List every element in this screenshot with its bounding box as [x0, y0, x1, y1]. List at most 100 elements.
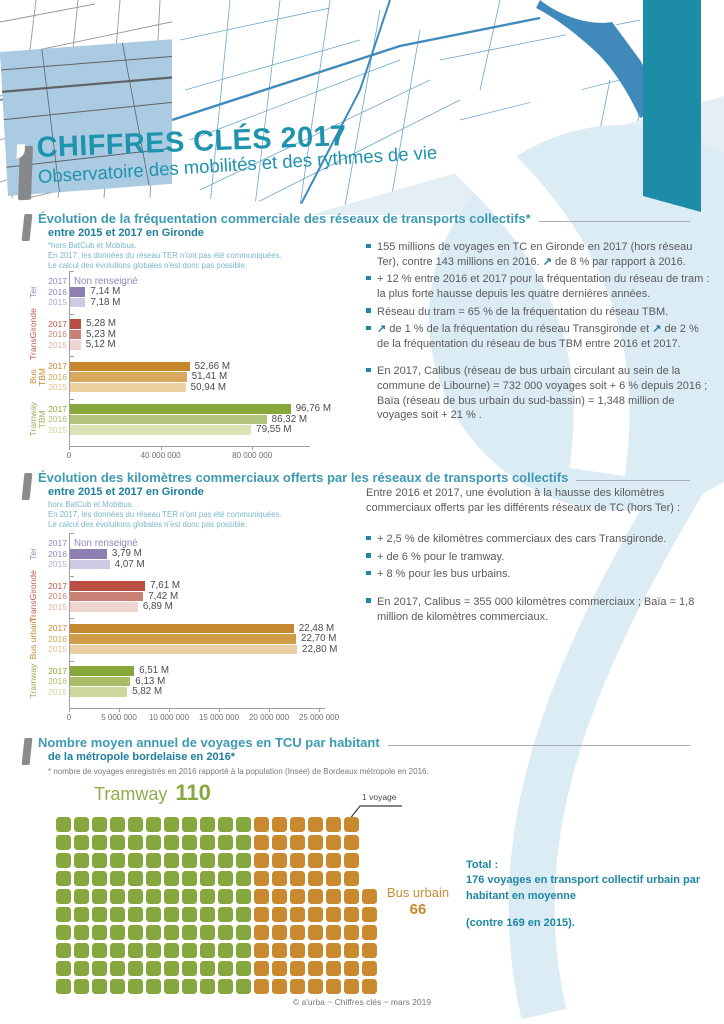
section-2-subheading: entre 2015 et 2017 en Gironde — [48, 486, 204, 498]
bullet-item: En 2017, Calibus = 355 000 kilomètres co… — [366, 595, 718, 624]
year-label: 2015 — [48, 686, 67, 697]
waffle-square-bus — [308, 925, 323, 940]
bar-row: 2015 50,94 M — [46, 382, 368, 393]
waffle-chart — [56, 817, 377, 997]
year-label: 2016 — [48, 591, 67, 602]
waffle-square-bus — [272, 979, 287, 994]
year-label: 2016 — [48, 548, 67, 559]
waffle-square-bus — [326, 925, 341, 940]
waffle-square-bus — [290, 961, 305, 976]
group-label: Ter — [28, 285, 38, 298]
one-voyage-annotation: 1 voyage — [362, 792, 397, 802]
axis-tick — [69, 660, 74, 662]
value-label: 5,28 M — [86, 318, 117, 330]
bar-rows: 2017 6,51 M 2016 6,13 M 2015 5,82 M — [46, 665, 368, 697]
waffle-square-bus — [308, 943, 323, 958]
waffle-square-tramway — [218, 853, 233, 868]
waffle-square-tramway — [218, 907, 233, 922]
section-1-footnotes: *hors BatCub et Mobibus. En 2017, les do… — [48, 241, 692, 271]
bar-row: 2015 22,80 M — [46, 644, 368, 655]
waffle-row — [56, 907, 377, 922]
waffle-square-tramway — [218, 871, 233, 886]
waffle-square-tramway — [164, 871, 179, 886]
waffle-square-tramway — [128, 835, 143, 850]
waffle-square-tramway — [110, 925, 125, 940]
waffle-square-tramway — [110, 961, 125, 976]
waffle-square-tramway — [146, 871, 161, 886]
waffle-square-tramway — [56, 907, 71, 922]
x-axis-tick — [252, 446, 254, 450]
bar-row: 2017 22,48 M — [46, 623, 368, 634]
tramway-value: 110 — [175, 780, 211, 805]
bullet-item: + 8 % pour les bus urbains. — [366, 567, 718, 582]
bar — [69, 404, 291, 414]
chart-frequentation: Ter 2017 Non renseigné 2016 7,14 M 2015 7,18 M… — [28, 271, 368, 462]
bar-group: Bus TBM 2017 52,66 M 2016 51,41 M 2015 50,94 M — [28, 356, 368, 393]
year-label: 2017 — [48, 580, 67, 591]
section-frequentation-header: Évolution de la fréquentation commercial… — [21, 211, 692, 271]
bullet-item: ↗ de 1 % de la fréquentation du réseau T… — [366, 322, 714, 351]
bar-row: 2017 Non renseigné — [46, 276, 368, 287]
waffle-square-tramway — [110, 871, 125, 886]
x-axis-tick — [160, 446, 162, 450]
x-axis-tick — [319, 708, 320, 712]
waffle-square-tramway — [182, 853, 197, 868]
value-label: 52,66 M — [194, 360, 230, 372]
waffle-square-tramway — [128, 979, 143, 994]
waffle-square-bus — [254, 925, 269, 940]
waffle-square-bus — [326, 979, 341, 994]
value-label: 22,70 M — [301, 633, 337, 645]
year-label: 2017 — [48, 403, 67, 414]
waffle-row — [56, 817, 377, 832]
waffle-square-bus — [272, 943, 287, 958]
year-label: 2016 — [48, 286, 67, 297]
bar — [69, 297, 86, 307]
bar-row: 2015 7,18 M — [46, 297, 368, 308]
bus-value: 66 — [409, 901, 427, 918]
waffle-square-tramway — [236, 889, 251, 904]
bullet-list: + 2,5 % de kilomètres commerciaux des ca… — [366, 532, 718, 624]
section-1-heading: Évolution de la fréquentation commercial… — [38, 211, 531, 226]
tramway-waffle-label: Tramway 110 — [94, 780, 211, 806]
waffle-square-tramway — [74, 943, 89, 958]
year-label: 2015 — [48, 297, 67, 308]
waffle-square-bus — [326, 907, 341, 922]
waffle-square-tramway — [110, 835, 125, 850]
waffle-square-tramway — [74, 853, 89, 868]
waffle-square-tramway — [200, 889, 215, 904]
waffle-row — [56, 961, 377, 976]
waffle-square-tramway — [164, 907, 179, 922]
bar-row: 2016 7,42 M — [46, 591, 368, 602]
waffle-square-tramway — [182, 817, 197, 832]
waffle-square-bus — [272, 835, 287, 850]
bar-rows: 2017 5,28 M 2016 5,23 M 2015 5,12 M — [46, 318, 368, 350]
bar-row: 2015 79,55 M — [46, 424, 368, 435]
waffle-square-tramway — [74, 961, 89, 976]
bus-waffle-label: Bus urbain 66 — [376, 885, 460, 918]
waffle-square-tramway — [92, 889, 107, 904]
axis-tick — [69, 618, 74, 619]
bar-row: 2016 51,41 M — [46, 371, 368, 382]
waffle-square-tramway — [56, 853, 71, 868]
value-label: 50,94 M — [190, 381, 227, 393]
waffle-square-bus — [254, 979, 269, 994]
waffle-square-tramway — [56, 925, 71, 940]
bar-row: 2017 5,28 M — [46, 318, 368, 330]
x-axis: 0 40 000 000 80 000 000 — [28, 446, 368, 462]
waffle-square-tramway — [146, 925, 161, 940]
bar — [69, 602, 138, 612]
waffle-square-bus — [254, 907, 269, 922]
waffle-square-tramway — [200, 817, 215, 832]
bar-rows: 2017 52,66 M 2016 51,41 M 2015 50,94 M — [46, 361, 368, 393]
waffle-square-tramway — [236, 943, 251, 958]
waffle-square-bus — [326, 943, 341, 958]
up-arrow-icon: ↗ — [542, 255, 552, 268]
bar — [69, 361, 190, 371]
waffle-square-tramway — [74, 907, 89, 922]
value-label: 4,07 M — [114, 558, 145, 570]
waffle-square-tramway — [164, 979, 179, 994]
waffle-square-bus — [254, 835, 269, 850]
bullet-item: + de 6 % pour le tramway. — [366, 550, 718, 565]
bar-row: 2016 3,79 M — [46, 548, 368, 559]
waffle-square-tramway — [56, 961, 71, 976]
